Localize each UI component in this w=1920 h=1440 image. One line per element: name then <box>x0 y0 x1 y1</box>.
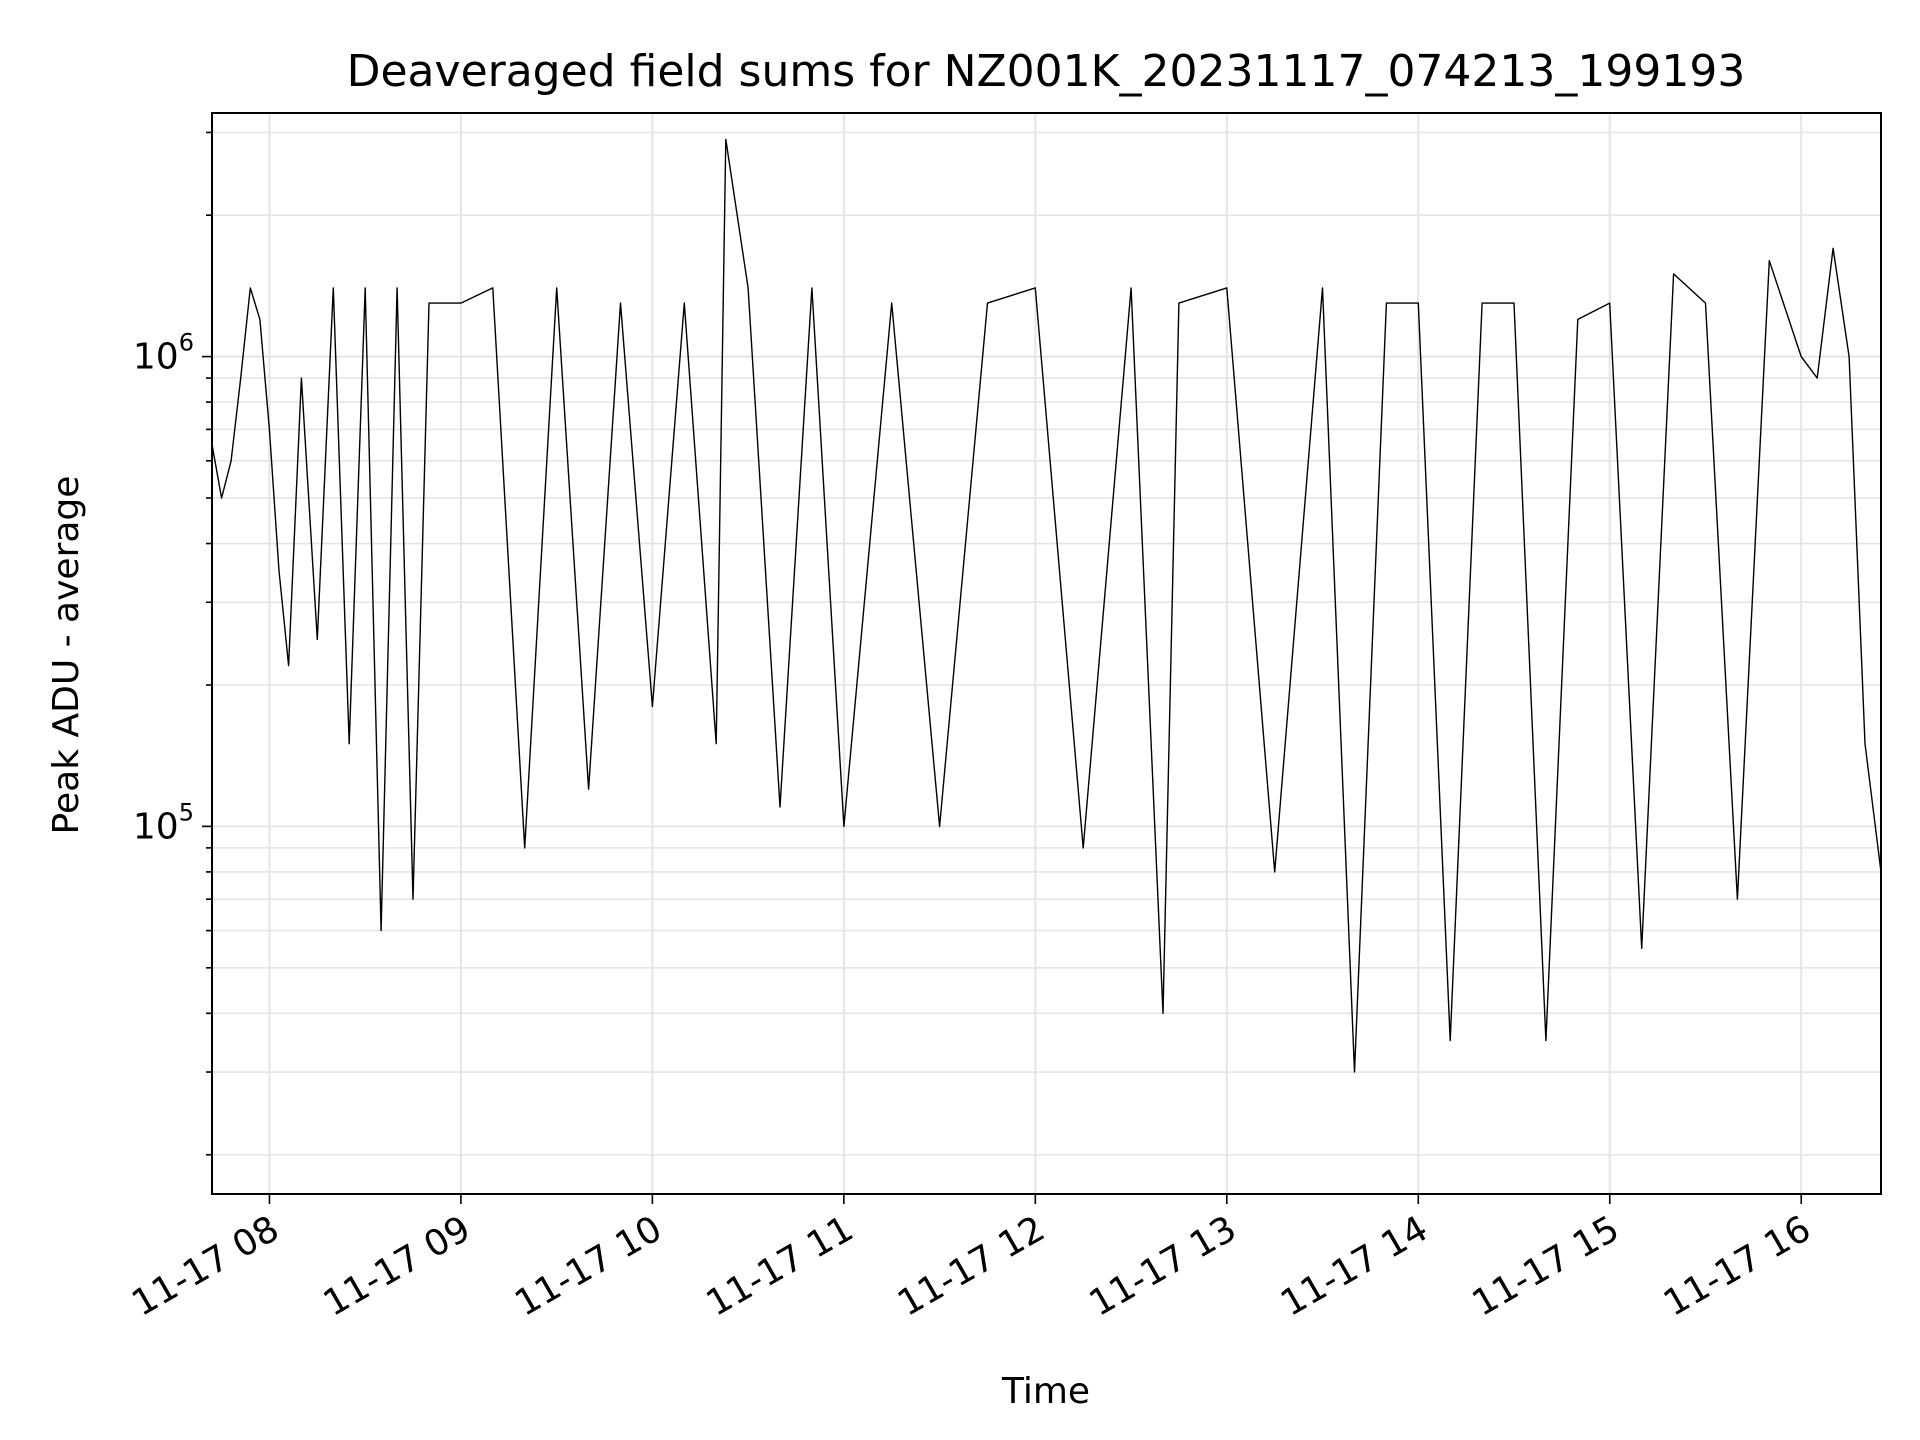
series-line-0 <box>211 138 1882 1073</box>
x-axis-label: Time <box>1001 1371 1090 1412</box>
plot-area <box>211 138 1882 1073</box>
y-tick-label: 106 <box>133 329 194 378</box>
chart-title: Deaveraged field sums for NZ001K_2023111… <box>347 46 1746 97</box>
plot-frame <box>211 112 1882 1195</box>
y-axis: 105 106 <box>133 131 212 1156</box>
y-axis-label: Peak ADU - average <box>46 476 87 835</box>
grid <box>212 113 1881 1194</box>
y-tick-label: 105 <box>133 798 194 847</box>
